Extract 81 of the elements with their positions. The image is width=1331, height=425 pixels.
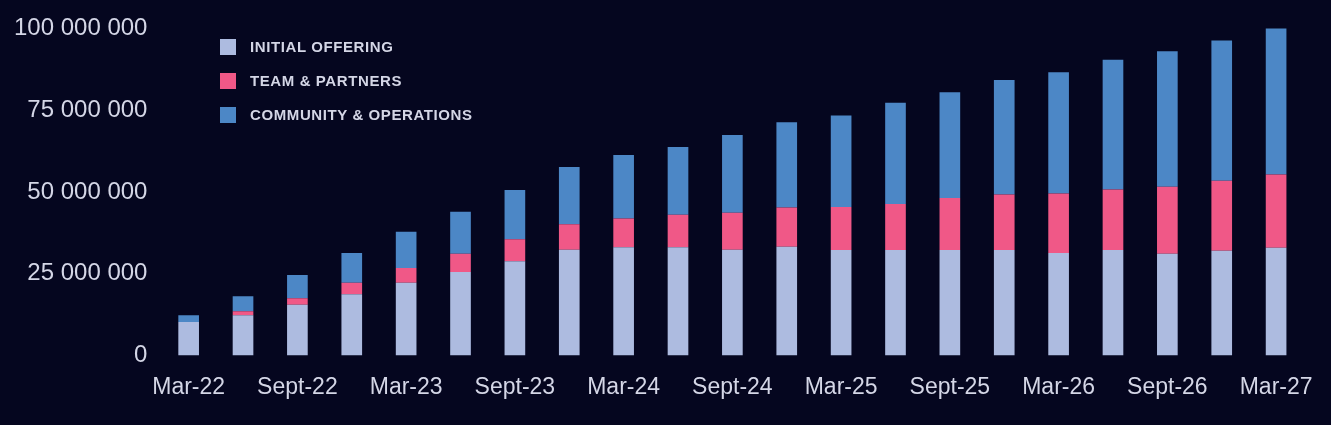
- bar: [1102, 189, 1124, 251]
- bar: [287, 274, 308, 299]
- x-tick-label: Sept-26: [1127, 372, 1208, 399]
- bar: [993, 194, 1015, 251]
- bar: [939, 198, 961, 251]
- bar: [287, 304, 308, 356]
- x-tick-label: Sept-22: [257, 372, 338, 399]
- bar: [667, 214, 689, 248]
- bar: [1157, 186, 1178, 254]
- bar: [885, 204, 906, 251]
- y-tick-label: 25 000 000: [27, 258, 148, 286]
- bar: [1265, 247, 1287, 356]
- bar: [232, 296, 254, 312]
- bar: [613, 154, 634, 219]
- bar: [776, 246, 798, 356]
- bar: [885, 102, 906, 204]
- bar: [776, 122, 798, 208]
- bar: [1265, 174, 1287, 248]
- bar: [450, 272, 471, 356]
- y-tick-label: 75 000 000: [27, 94, 148, 122]
- bar: [1048, 72, 1069, 194]
- bar: [395, 268, 417, 283]
- legend-label: INITIAL OFFERING: [250, 38, 394, 55]
- bar: [341, 294, 363, 356]
- bar: [558, 249, 580, 356]
- bar: [287, 298, 308, 305]
- bar: [830, 206, 852, 251]
- x-tick-label: Mar-22: [152, 372, 226, 399]
- y-tick-label: 0: [134, 340, 148, 368]
- bar: [395, 231, 417, 269]
- bar: [1102, 59, 1124, 190]
- y-tick-label: 50 000 000: [27, 176, 148, 204]
- bar: [1048, 253, 1069, 356]
- x-tick-label: Mar-27: [1239, 372, 1313, 399]
- x-tick-label: Sept-23: [474, 372, 556, 399]
- bar: [885, 250, 906, 356]
- x-tick-label: Mar-26: [1022, 372, 1096, 399]
- bar: [341, 253, 363, 283]
- bar: [1048, 193, 1069, 254]
- x-tick-label: Sept-24: [692, 372, 773, 399]
- bar: [1211, 40, 1233, 181]
- bar: [178, 322, 199, 356]
- bar: [232, 315, 254, 356]
- bar: [1157, 253, 1178, 356]
- bar: [830, 115, 852, 207]
- bar: [504, 189, 526, 240]
- legend-label: COMMUNITY & OPERATIONS: [250, 106, 473, 123]
- bar: [722, 249, 743, 356]
- bar: [667, 247, 689, 356]
- bar: [1211, 180, 1233, 251]
- bar: [722, 212, 743, 250]
- bar: [178, 315, 199, 323]
- bar: [558, 224, 580, 250]
- bar: [830, 250, 852, 356]
- bar: [613, 247, 634, 356]
- bar: [450, 211, 471, 254]
- bar: [341, 282, 363, 295]
- bar: [1211, 250, 1233, 356]
- bar: [993, 80, 1015, 195]
- bar: [395, 282, 417, 356]
- x-tick-label: Mar-24: [587, 372, 661, 399]
- x-tick-label: Sept-25: [909, 372, 991, 399]
- bar: [504, 261, 526, 356]
- bar: [939, 250, 961, 356]
- bar: [558, 167, 580, 225]
- bar: [613, 218, 634, 248]
- bar: [232, 311, 254, 316]
- y-tick-label: 100 000 000: [14, 13, 148, 41]
- x-tick-label: Mar-25: [804, 372, 878, 399]
- bar: [1102, 250, 1124, 356]
- bar: [450, 253, 471, 273]
- bar: [504, 239, 526, 262]
- bar: [667, 147, 689, 215]
- bar: [1265, 28, 1287, 175]
- bar: [776, 207, 798, 247]
- x-tick-label: Mar-23: [369, 372, 443, 399]
- bar: [1157, 51, 1178, 187]
- bar: [939, 92, 961, 199]
- bar: [722, 135, 743, 213]
- bar: [993, 250, 1015, 356]
- legend-label: TEAM & PARTNERS: [250, 72, 403, 89]
